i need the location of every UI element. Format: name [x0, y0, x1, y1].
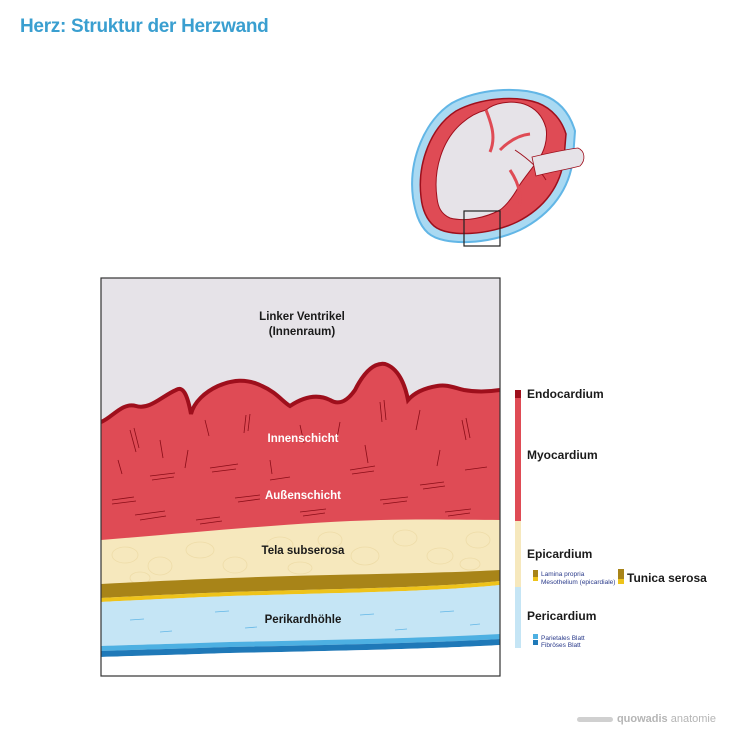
- brand-logo: quowadis anatomie: [576, 713, 716, 725]
- tunica-mesothelium-swatch: [618, 579, 624, 584]
- endocardium-swatch: [515, 390, 521, 398]
- legend-tunica-serosa: Tunica serosa: [627, 571, 707, 585]
- page-title: Herz: Struktur der Herzwand: [20, 16, 269, 37]
- legend-parietal: Parietales Blatt: [541, 635, 585, 642]
- legend: Endocardium Myocardium Epicardium Lamina…: [515, 387, 707, 649]
- outer-layer-label: Außenschicht: [265, 490, 341, 502]
- scalpel-icon: [576, 716, 613, 722]
- fibrous-layer: [101, 639, 500, 657]
- mesothelium-swatch: [533, 577, 538, 581]
- legend-endocardium: Endocardium: [527, 387, 604, 401]
- muscle-fibers: [111, 399, 488, 525]
- tunica-lamina-swatch: [618, 569, 624, 579]
- cavity-texture: [129, 610, 481, 633]
- parietal-layer: [101, 634, 500, 651]
- logo-suffix: anatomie: [667, 713, 716, 725]
- wall-section: [101, 278, 500, 676]
- legend-fibrous: Fibröses Blatt: [541, 642, 581, 649]
- epicardium-layer: [101, 519, 500, 588]
- epicardium-swatch: [515, 521, 521, 587]
- lumen-sub-label: (Innenraum): [269, 326, 336, 338]
- legend-lamina-propria: Lamina propria: [541, 571, 585, 578]
- mesothelium-layer: [101, 581, 500, 602]
- lumen-label: Linker Ventrikel: [259, 311, 345, 323]
- parietal-swatch: [533, 634, 538, 639]
- lamina-propria-layer: [101, 570, 500, 598]
- pericardium-swatch: [515, 587, 521, 648]
- fibrous-swatch: [533, 640, 538, 645]
- myocardium-swatch: [515, 398, 521, 521]
- inner-layer-label: Innenschicht: [268, 433, 339, 445]
- section-frame: [100, 277, 501, 677]
- cavity-label: Perikardhöhle: [265, 614, 342, 626]
- subserosa-label: Tela subserosa: [262, 545, 345, 557]
- tissue-texture: [111, 529, 491, 585]
- outside-area: [101, 645, 500, 676]
- pericardial-cavity-layer: [101, 585, 500, 646]
- endocardium-layer: [101, 361, 500, 424]
- legend-epicardium: Epicardium: [527, 547, 592, 561]
- myocardium-layer: [101, 363, 500, 540]
- logo-brand: quowadis: [616, 713, 668, 725]
- heart-overview-icon: [411, 88, 585, 247]
- legend-pericardium: Pericardium: [527, 609, 596, 623]
- lamina-propria-swatch: [533, 570, 538, 577]
- legend-mesothelium: Mesothelium (epicardiale): [541, 579, 615, 586]
- legend-myocardium: Myocardium: [527, 448, 598, 462]
